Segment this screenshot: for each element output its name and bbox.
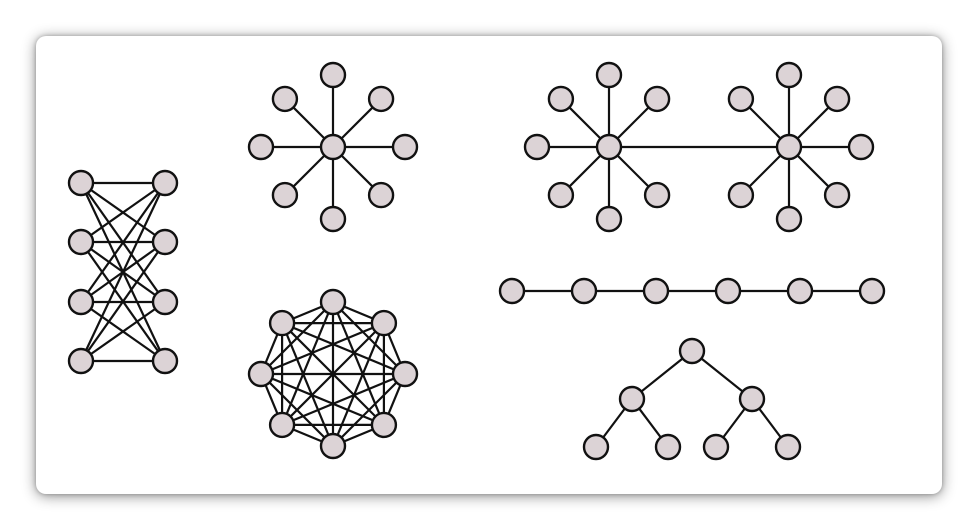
double-star-center-node bbox=[595, 133, 623, 161]
complete-node bbox=[319, 432, 347, 460]
double-star-leaf-node bbox=[727, 181, 755, 209]
star-leaf-node bbox=[247, 133, 275, 161]
complete-node bbox=[370, 309, 398, 337]
star-leaf-node bbox=[319, 61, 347, 89]
double-star-leaf-node bbox=[523, 133, 551, 161]
double-star-leaf-node bbox=[775, 61, 803, 89]
path-node bbox=[714, 277, 742, 305]
complete-node bbox=[391, 360, 419, 388]
star-leaf-node bbox=[367, 181, 395, 209]
diagram-card bbox=[36, 36, 942, 494]
complete-node bbox=[268, 411, 296, 439]
star-leaf-node bbox=[391, 133, 419, 161]
double-star-leaf-node bbox=[823, 181, 851, 209]
complete-edge bbox=[281, 322, 335, 447]
star-center-node bbox=[319, 133, 347, 161]
bipartite-edge bbox=[80, 182, 166, 243]
double-star-leaf-node bbox=[775, 205, 803, 233]
star-leaf-node bbox=[367, 85, 395, 113]
star-leaf-node bbox=[271, 181, 299, 209]
tree-leaf-node bbox=[582, 433, 610, 461]
tree-internal-node bbox=[618, 385, 646, 413]
bipartite-left-node bbox=[67, 347, 95, 375]
bipartite-edge bbox=[80, 182, 166, 303]
double-star-leaf-node bbox=[547, 181, 575, 209]
complete-node bbox=[247, 360, 275, 388]
tree-internal-node bbox=[738, 385, 766, 413]
double-star-leaf-node bbox=[643, 181, 671, 209]
double-star-leaf-node bbox=[823, 85, 851, 113]
bipartite-left-node bbox=[67, 228, 95, 256]
nodes-layer bbox=[67, 61, 886, 461]
double-star-leaf-node bbox=[595, 205, 623, 233]
tree-leaf-node bbox=[702, 433, 730, 461]
bipartite-right-node bbox=[151, 347, 179, 375]
path-node bbox=[642, 277, 670, 305]
complete-node bbox=[268, 309, 296, 337]
bipartite-edge bbox=[80, 301, 166, 362]
path-node bbox=[570, 277, 598, 305]
complete-node bbox=[370, 411, 398, 439]
double-star-leaf-node bbox=[547, 85, 575, 113]
double-star-leaf-node bbox=[643, 85, 671, 113]
path-node bbox=[498, 277, 526, 305]
path-node bbox=[858, 277, 886, 305]
star-leaf-node bbox=[319, 205, 347, 233]
bipartite-edge bbox=[80, 182, 166, 362]
bipartite-right-node bbox=[151, 288, 179, 316]
tree-root-node bbox=[678, 337, 706, 365]
bipartite-edge bbox=[80, 241, 166, 362]
bipartite-left-node bbox=[67, 169, 95, 197]
complete-edge bbox=[260, 373, 334, 447]
complete-edge bbox=[281, 322, 406, 376]
double-star-leaf-node bbox=[847, 133, 875, 161]
complete-node bbox=[319, 288, 347, 316]
path-node bbox=[786, 277, 814, 305]
bipartite-left-node bbox=[67, 288, 95, 316]
tree-leaf-node bbox=[774, 433, 802, 461]
double-star-leaf-node bbox=[727, 85, 755, 113]
bipartite-right-node bbox=[151, 169, 179, 197]
tree-leaf-node bbox=[654, 433, 682, 461]
double-star-leaf-node bbox=[595, 61, 623, 89]
double-star-center-node bbox=[775, 133, 803, 161]
star-leaf-node bbox=[271, 85, 299, 113]
bipartite-right-node bbox=[151, 228, 179, 256]
complete-edge bbox=[281, 322, 385, 426]
